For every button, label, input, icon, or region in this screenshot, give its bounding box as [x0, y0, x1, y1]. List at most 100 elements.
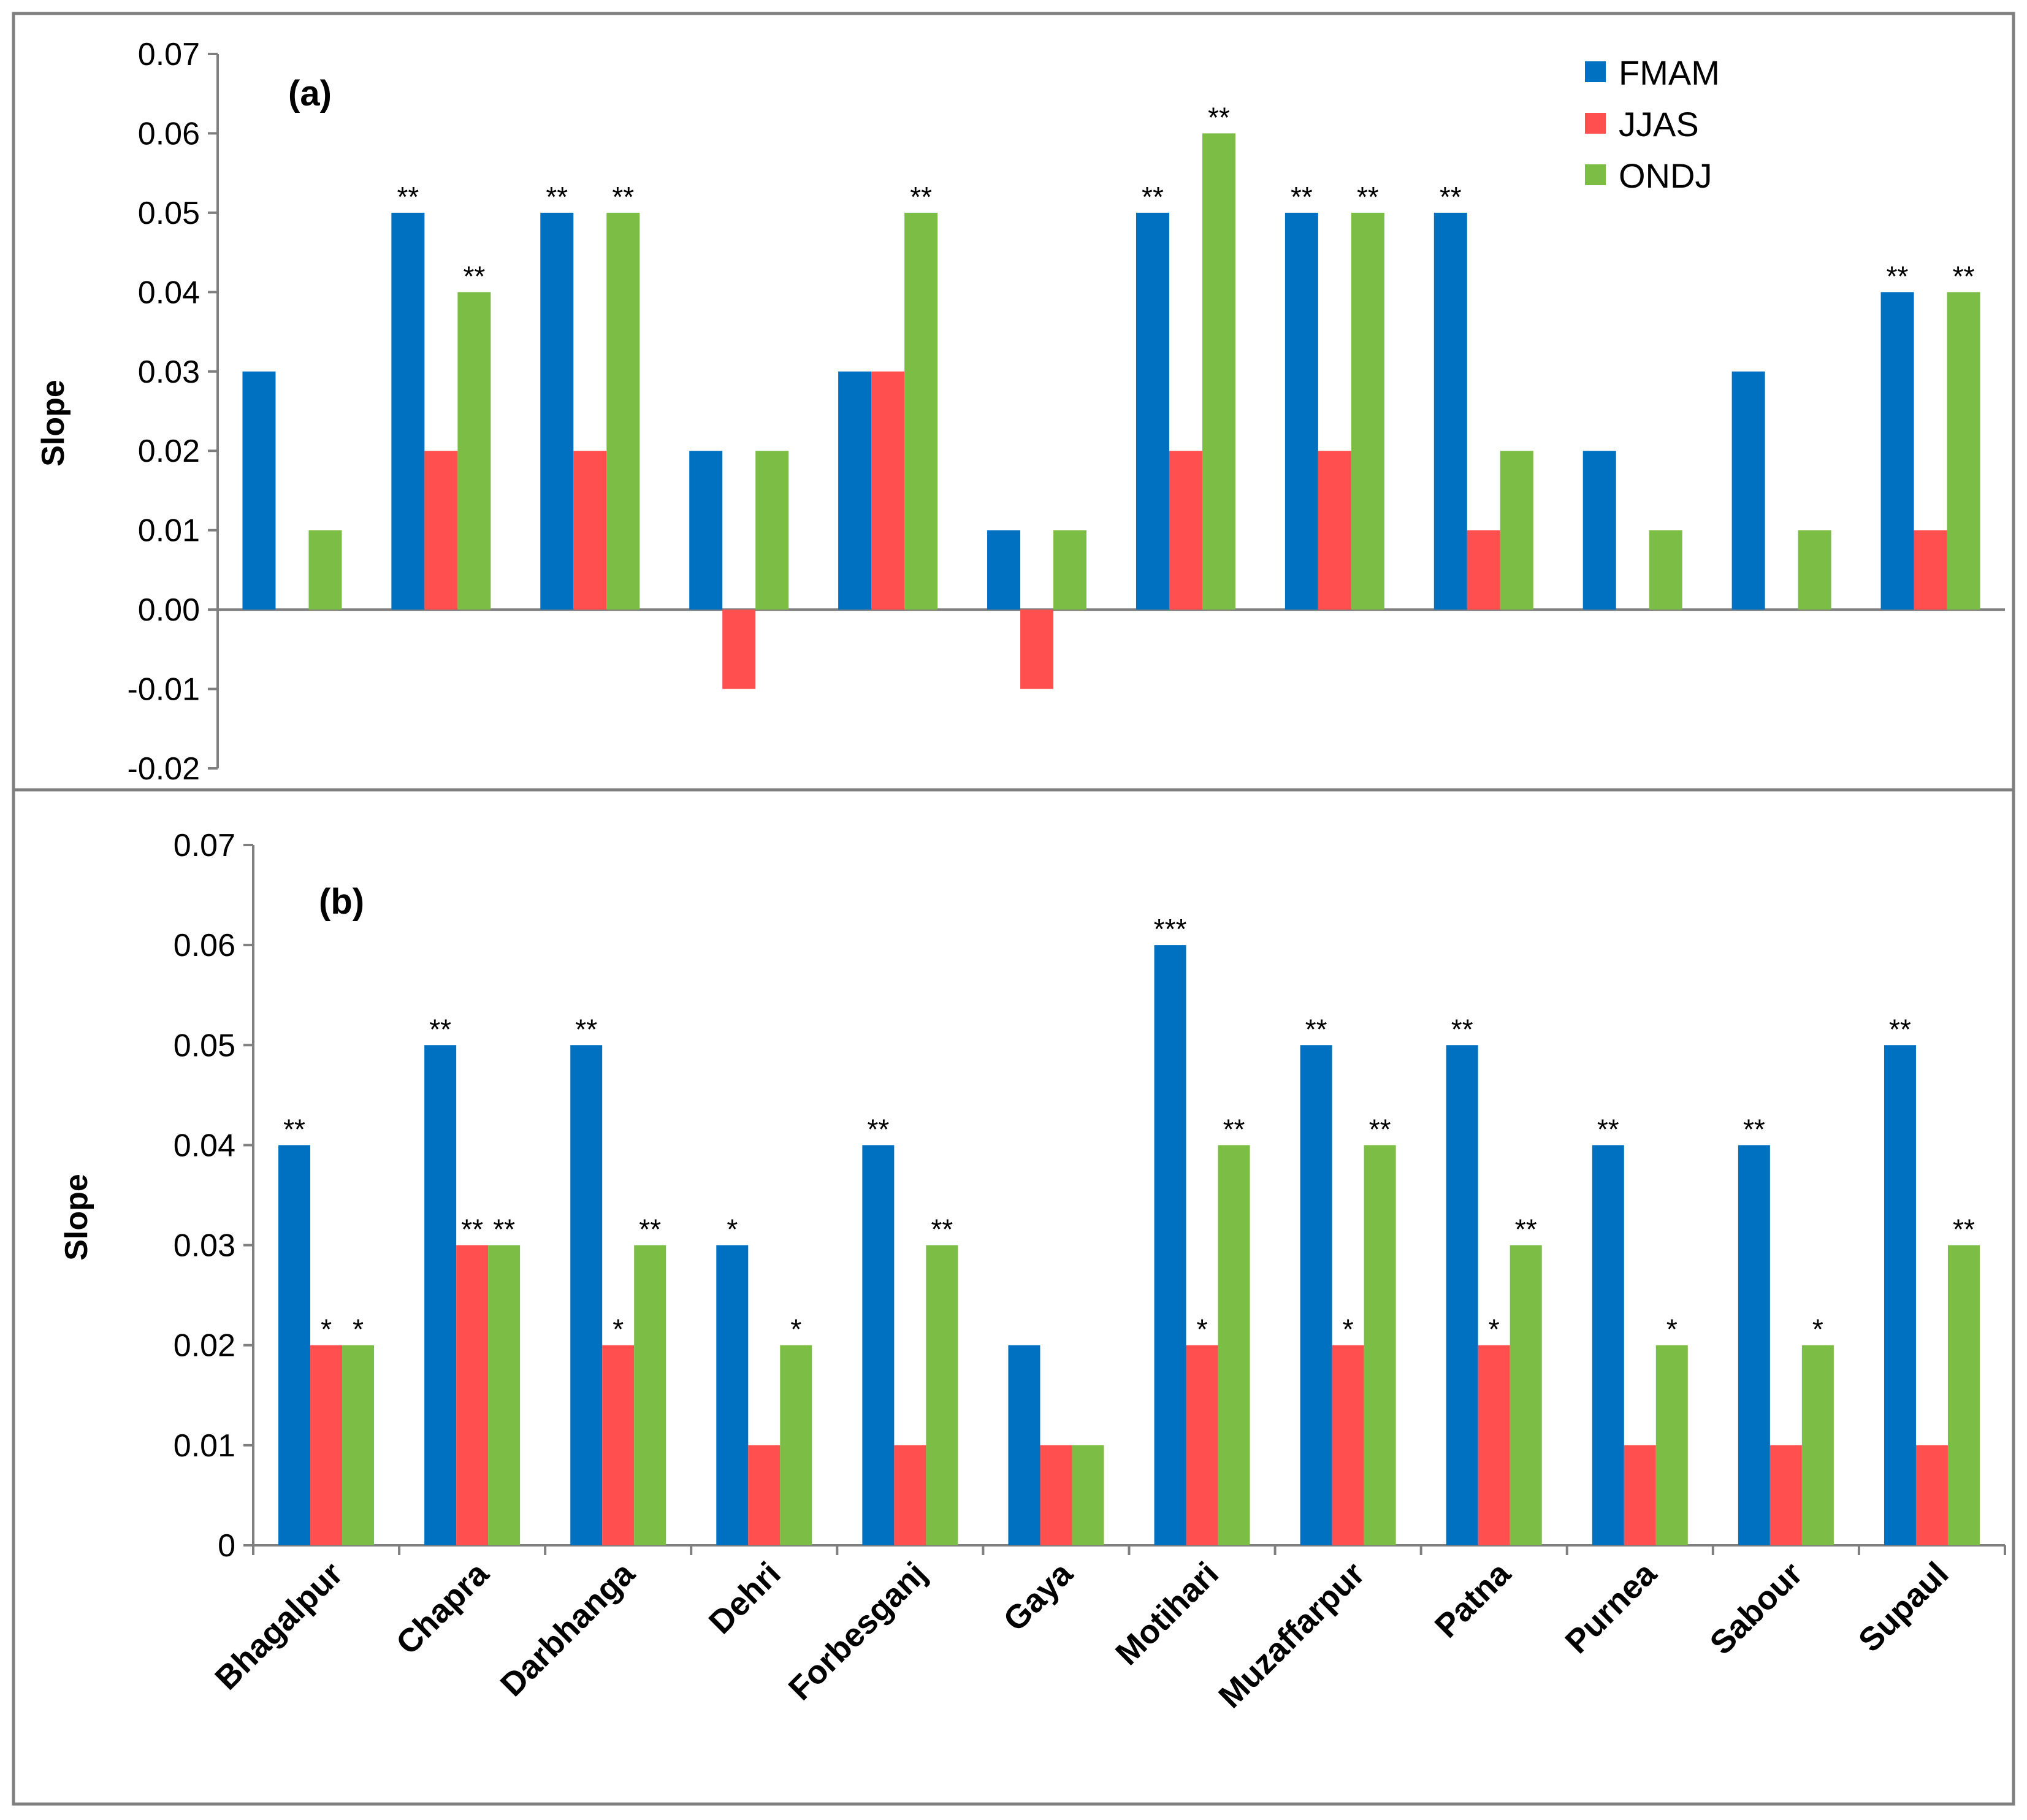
bar-b-fmam-gaya: [1008, 1345, 1040, 1545]
panel-a-y-tick-label: 0.03: [138, 354, 200, 390]
sig-b-jjas-patna: *: [1489, 1313, 1500, 1345]
bar-b-ondj-gaya: [1072, 1445, 1104, 1545]
panel-b-y-tick-label: 0.05: [174, 1028, 235, 1063]
bar-b-fmam-supaul: [1884, 1045, 1916, 1545]
bar-a-ondj-dehri: [755, 451, 789, 610]
bar-b-jjas-chapra: [456, 1245, 489, 1545]
sig-a-ondj-motihari: **: [1208, 101, 1230, 133]
bar-b-ondj-supaul: [1947, 1245, 1980, 1545]
bar-b-jjas-dehri: [748, 1445, 781, 1545]
panel-a-y-tick-label: 0.04: [138, 275, 200, 310]
bar-b-jjas-sabour: [1769, 1445, 1802, 1545]
bar-a-ondj-darbhanga: [606, 212, 640, 610]
panel-b-y-tick-label: 0.03: [174, 1228, 235, 1264]
sig-a-ondj-supaul: **: [1953, 260, 1975, 292]
sig-b-ondj-dehri: *: [790, 1313, 801, 1345]
legend-swatch-fmam: [1585, 61, 1606, 82]
bar-b-jjas-purnea: [1624, 1445, 1656, 1545]
bar-b-fmam-darbhanga: [570, 1045, 603, 1545]
sig-b-jjas-darbhanga: *: [613, 1313, 624, 1345]
bar-b-ondj-purnea: [1655, 1345, 1688, 1545]
bar-b-fmam-patna: [1446, 1045, 1478, 1545]
bar-b-fmam-dehri: [716, 1245, 749, 1545]
sig-a-ondj-chapra: **: [463, 260, 485, 292]
bar-b-ondj-muzaffarpur: [1364, 1145, 1396, 1545]
legend-swatch-jjas: [1585, 113, 1606, 134]
sig-a-fmam-supaul: **: [1887, 260, 1909, 292]
bar-b-ondj-chapra: [488, 1245, 521, 1545]
bar-a-ondj-forbesganj: [904, 212, 938, 610]
sig-b-ondj-muzaffarpur: **: [1369, 1113, 1391, 1145]
bar-a-fmam-gaya: [987, 530, 1021, 610]
bar-a-fmam-darbhanga: [540, 212, 574, 610]
bar-b-jjas-gaya: [1040, 1445, 1072, 1545]
bar-a-jjas-patna: [1467, 530, 1500, 610]
bar-b-jjas-forbesganj: [894, 1445, 926, 1545]
bar-b-jjas-bhagalpur: [310, 1345, 343, 1545]
bar-a-fmam-muzaffarpur: [1285, 212, 1318, 610]
sig-b-fmam-forbesganj: **: [867, 1113, 889, 1145]
bar-a-fmam-sabour: [1731, 371, 1765, 610]
sig-a-fmam-darbhanga: **: [546, 181, 568, 213]
bar-a-fmam-forbesganj: [838, 371, 872, 610]
bar-b-ondj-motihari: [1218, 1145, 1250, 1545]
panel-b-y-tick-label: 0.01: [174, 1428, 235, 1464]
sig-a-fmam-patna: **: [1440, 181, 1462, 213]
panel-b-y-tick-label: 0.07: [174, 828, 235, 863]
sig-b-jjas-motihari: *: [1197, 1313, 1208, 1345]
panel-a-y-tick-label: -0.02: [127, 751, 200, 787]
bar-a-jjas-darbhanga: [573, 451, 607, 610]
sig-b-ondj-sabour: *: [1812, 1313, 1823, 1345]
sig-a-fmam-motihari: **: [1142, 181, 1164, 213]
sig-b-ondj-chapra: **: [493, 1214, 515, 1245]
sig-b-jjas-bhagalpur: *: [321, 1313, 332, 1345]
legend-label-jjas: JJAS: [1619, 105, 1699, 143]
panel-a-y-tick-label: -0.01: [127, 672, 200, 708]
sig-b-fmam-sabour: **: [1743, 1113, 1765, 1145]
bar-a-ondj-purnea: [1649, 530, 1682, 610]
sig-b-ondj-supaul: **: [1953, 1214, 1975, 1245]
panel-a-label: (a): [288, 74, 332, 113]
panel-a-y-tick-label: 0.05: [138, 196, 200, 231]
panel-a-y-tick-label: 0.01: [138, 513, 200, 549]
sig-b-fmam-motihari: ***: [1154, 913, 1187, 945]
bar-a-fmam-motihari: [1136, 212, 1169, 610]
sig-a-ondj-darbhanga: **: [612, 181, 634, 213]
bar-b-fmam-muzaffarpur: [1300, 1045, 1332, 1545]
bar-b-jjas-supaul: [1915, 1445, 1948, 1545]
sig-b-fmam-purnea: **: [1597, 1113, 1619, 1145]
bar-a-jjas-gaya: [1020, 610, 1054, 689]
sig-a-ondj-muzaffarpur: **: [1357, 181, 1379, 213]
panel-b-y-tick-label: 0.06: [174, 928, 235, 963]
bar-b-jjas-motihari: [1186, 1345, 1218, 1545]
bar-a-ondj-motihari: [1202, 133, 1235, 610]
bar-b-ondj-patna: [1510, 1245, 1542, 1545]
legend-swatch-ondj: [1585, 164, 1606, 185]
sig-b-fmam-darbhanga: **: [575, 1013, 597, 1045]
bar-b-jjas-patna: [1478, 1345, 1510, 1545]
sig-b-jjas-chapra: **: [461, 1214, 483, 1245]
panel-a-y-tick-label: 0.00: [138, 592, 200, 628]
sig-b-fmam-patna: **: [1451, 1013, 1473, 1045]
bar-a-ondj-gaya: [1053, 530, 1087, 610]
sig-b-fmam-chapra: **: [429, 1013, 451, 1045]
panel-a-y-tick-label: 0.02: [138, 434, 200, 469]
panel-b-y-tick-label: 0.04: [174, 1128, 235, 1163]
bar-b-ondj-sabour: [1801, 1345, 1834, 1545]
sig-b-fmam-dehri: *: [727, 1214, 738, 1245]
bar-a-fmam-dehri: [689, 451, 723, 610]
bar-a-jjas-motihari: [1169, 451, 1202, 610]
sig-b-ondj-forbesganj: **: [931, 1214, 953, 1245]
sig-b-fmam-bhagalpur: **: [283, 1113, 305, 1145]
panel-b-y-tick-label: 0.02: [174, 1328, 235, 1364]
bar-a-fmam-chapra: [391, 212, 425, 610]
bar-a-ondj-bhagalpur: [308, 530, 342, 610]
bar-a-jjas-muzaffarpur: [1318, 451, 1351, 610]
panel-b-y-axis-label: Slope: [59, 1174, 94, 1261]
sig-a-fmam-muzaffarpur: **: [1291, 181, 1313, 213]
legend: FMAM JJAS ONDJ: [1585, 53, 1720, 195]
bar-a-fmam-bhagalpur: [242, 371, 276, 610]
bar-a-fmam-supaul: [1880, 292, 1914, 610]
sig-a-ondj-forbesganj: **: [910, 181, 932, 213]
bar-a-jjas-supaul: [1914, 530, 1947, 610]
